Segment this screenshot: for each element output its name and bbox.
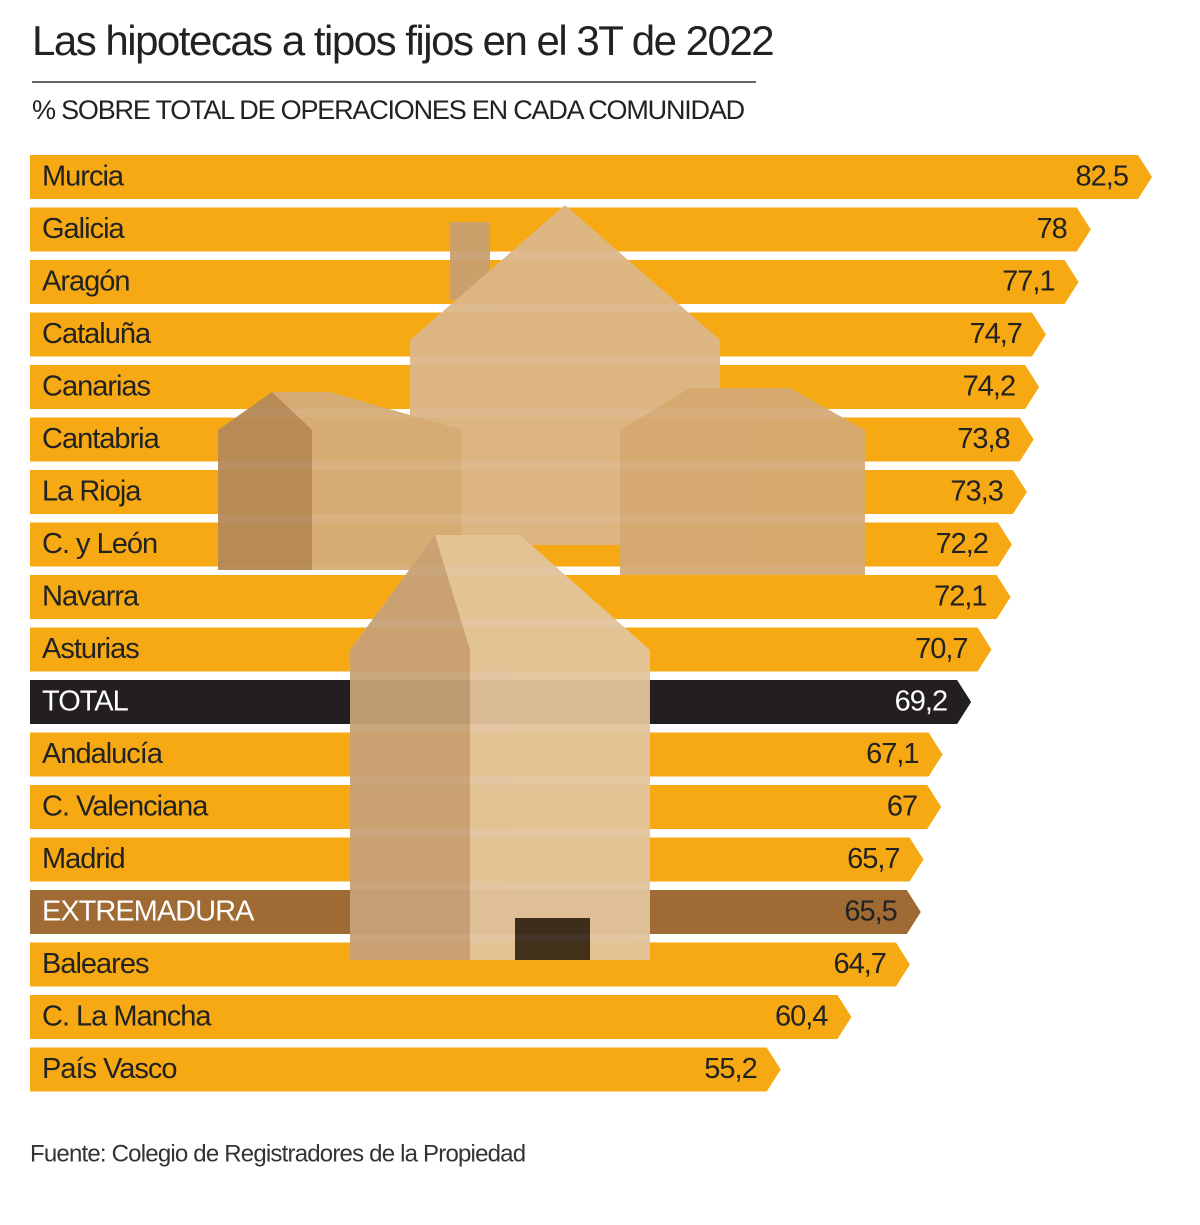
value-label: 72,1	[934, 581, 986, 613]
bar	[30, 995, 852, 1039]
category-label: La Rioja	[42, 476, 142, 508]
value-label: 64,7	[833, 948, 885, 980]
value-label: 82,5	[1076, 161, 1128, 193]
category-label: País Vasco	[42, 1053, 177, 1085]
value-label: 55,2	[704, 1053, 756, 1085]
bar	[30, 155, 1152, 199]
category-label: C. Valenciana	[42, 791, 209, 823]
category-label: C. y León	[42, 528, 157, 560]
value-label: 60,4	[775, 1001, 828, 1033]
bar	[30, 1047, 781, 1092]
category-label: Asturias	[42, 633, 139, 665]
category-label: Cantabria	[42, 423, 161, 455]
category-label: Navarra	[42, 581, 140, 613]
category-label: Canarias	[42, 371, 151, 403]
category-label: Cataluña	[42, 318, 152, 350]
category-label: TOTAL	[42, 686, 129, 718]
value-label: 72,2	[935, 528, 987, 560]
category-label: Madrid	[42, 843, 125, 875]
value-label: 78	[1037, 213, 1067, 245]
category-label: Aragón	[42, 266, 130, 298]
value-label: 73,3	[950, 476, 1002, 508]
labels: Murcia 82,5 Galicia 78 Aragón 77,1 Cataluña 74,…	[42, 161, 1129, 1086]
value-label: 74,7	[969, 318, 1021, 350]
category-label: C. La Mancha	[42, 1001, 212, 1033]
bar	[30, 942, 910, 987]
wood-houses	[218, 205, 865, 960]
value-label: 73,8	[957, 423, 1009, 455]
value-label: 74,2	[963, 371, 1015, 403]
value-label: 67	[887, 791, 917, 823]
value-label: 70,7	[915, 633, 967, 665]
value-label: 65,5	[844, 896, 896, 928]
category-label: EXTREMADURA	[42, 896, 255, 928]
category-label: Galicia	[42, 213, 126, 245]
value-label: 69,2	[895, 686, 947, 718]
chart-subtitle: % SOBRE TOTAL DE OPERACIONES EN CADA COM…	[32, 95, 745, 125]
category-label: Murcia	[42, 161, 125, 193]
chart-title: Las hipotecas a tipos fijos en el 3T de …	[32, 17, 773, 64]
source-note: Fuente: Colegio de Registradores de la P…	[30, 1140, 525, 1167]
category-label: Baleares	[42, 948, 149, 980]
value-label: 77,1	[1002, 266, 1054, 298]
value-label: 67,1	[866, 738, 918, 770]
value-label: 65,7	[847, 843, 899, 875]
category-label: Andalucía	[42, 738, 164, 770]
